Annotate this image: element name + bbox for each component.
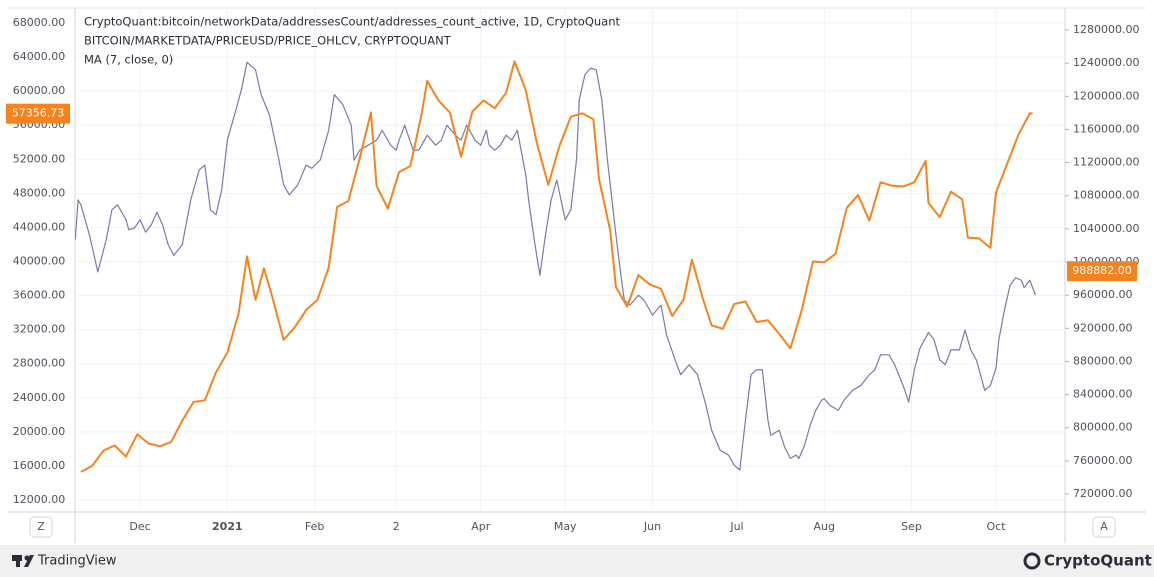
x-tick-label: Jul	[729, 520, 743, 533]
logo-shape	[24, 555, 34, 567]
y-tick-label: 60000.00	[13, 84, 66, 97]
legend-source: CryptoQuant:bitcoin/networkData/addresse…	[84, 15, 621, 29]
y-tick-label: 68000.00	[13, 16, 66, 29]
y2-tick-label: 1040000.00	[1073, 222, 1139, 235]
series-layer	[75, 60, 1037, 473]
corner-button[interactable]: Z	[37, 520, 45, 533]
price-label: 57356.73	[12, 107, 65, 120]
y2-tick-label: 760000.00	[1073, 454, 1133, 467]
y2-tick-label: 920000.00	[1073, 321, 1133, 334]
x-tick-label: Apr	[471, 520, 491, 533]
cryptoquant-logo[interactable]: CryptoQuant	[1023, 552, 1152, 570]
legend-entry: BITCOIN/MARKETDATA/PRICEUSD/PRICE_OHLCV,…	[84, 34, 452, 48]
series-line	[80, 60, 1033, 473]
y-tick-label: 52000.00	[13, 152, 66, 165]
y2-tick-label: 1200000.00	[1073, 89, 1139, 102]
y-tick-label: 20000.00	[13, 425, 66, 438]
y-tick-label: 44000.00	[13, 220, 66, 233]
footer-brand: CryptoQuant	[1044, 552, 1152, 570]
y2-tick-label: 1280000.00	[1073, 23, 1139, 36]
y2-tick-label: 840000.00	[1073, 388, 1133, 401]
y-tick-label: 12000.00	[13, 493, 66, 506]
y-tick-label: 40000.00	[13, 254, 66, 267]
x-tick-label: Jun	[643, 520, 661, 533]
grid	[75, 8, 1065, 512]
y2-tick-label: 880000.00	[1073, 354, 1133, 367]
y2-tick-label: 1240000.00	[1073, 56, 1139, 69]
x-tick-label: 2	[393, 520, 400, 533]
y-tick-label: 36000.00	[13, 289, 66, 302]
y-tick-label: 16000.00	[13, 459, 66, 472]
y-tick-label: 48000.00	[13, 186, 66, 199]
x-tick-label: Oct	[986, 520, 1006, 533]
logo-shape	[1023, 552, 1041, 570]
labels-layer: 68000.0064000.0060000.0056000.0052000.00…	[6, 15, 1139, 533]
price-label-box	[6, 103, 70, 124]
price-label: 988882.00	[1072, 264, 1132, 277]
series-line	[75, 61, 1037, 471]
x-tick-label: 2021	[212, 520, 243, 533]
footer-bar	[0, 545, 1154, 577]
logo-shape	[16, 555, 20, 567]
x-tick-label: Aug	[814, 520, 835, 533]
price-label-box	[1067, 261, 1137, 282]
y-tick-label: 64000.00	[13, 50, 66, 63]
y2-tick-label: 1120000.00	[1073, 156, 1139, 169]
y-tick-label: 32000.00	[13, 323, 66, 336]
tradingview-logo[interactable]: TradingView	[12, 554, 117, 569]
y2-tick-label: 800000.00	[1073, 421, 1133, 434]
y2-tick-label: 960000.00	[1073, 288, 1133, 301]
y-tick-label: 24000.00	[13, 391, 66, 404]
y2-tick-label: 1080000.00	[1073, 189, 1139, 202]
corner-button[interactable]: A	[1100, 520, 1108, 533]
corner-button-box[interactable]	[29, 516, 53, 538]
legend-entry: MA (7, close, 0)	[84, 53, 173, 67]
y2-tick-label: 720000.00	[1073, 487, 1133, 500]
corner-button-box[interactable]	[1092, 516, 1116, 538]
x-tick-label: Dec	[129, 520, 150, 533]
x-tick-label: May	[554, 520, 577, 533]
footer-brand: TradingView	[37, 554, 117, 569]
x-tick-label: Sep	[901, 520, 922, 533]
y2-tick-label: 1160000.00	[1073, 122, 1139, 135]
y-tick-label: 28000.00	[13, 357, 66, 370]
x-tick-label: Feb	[305, 520, 324, 533]
